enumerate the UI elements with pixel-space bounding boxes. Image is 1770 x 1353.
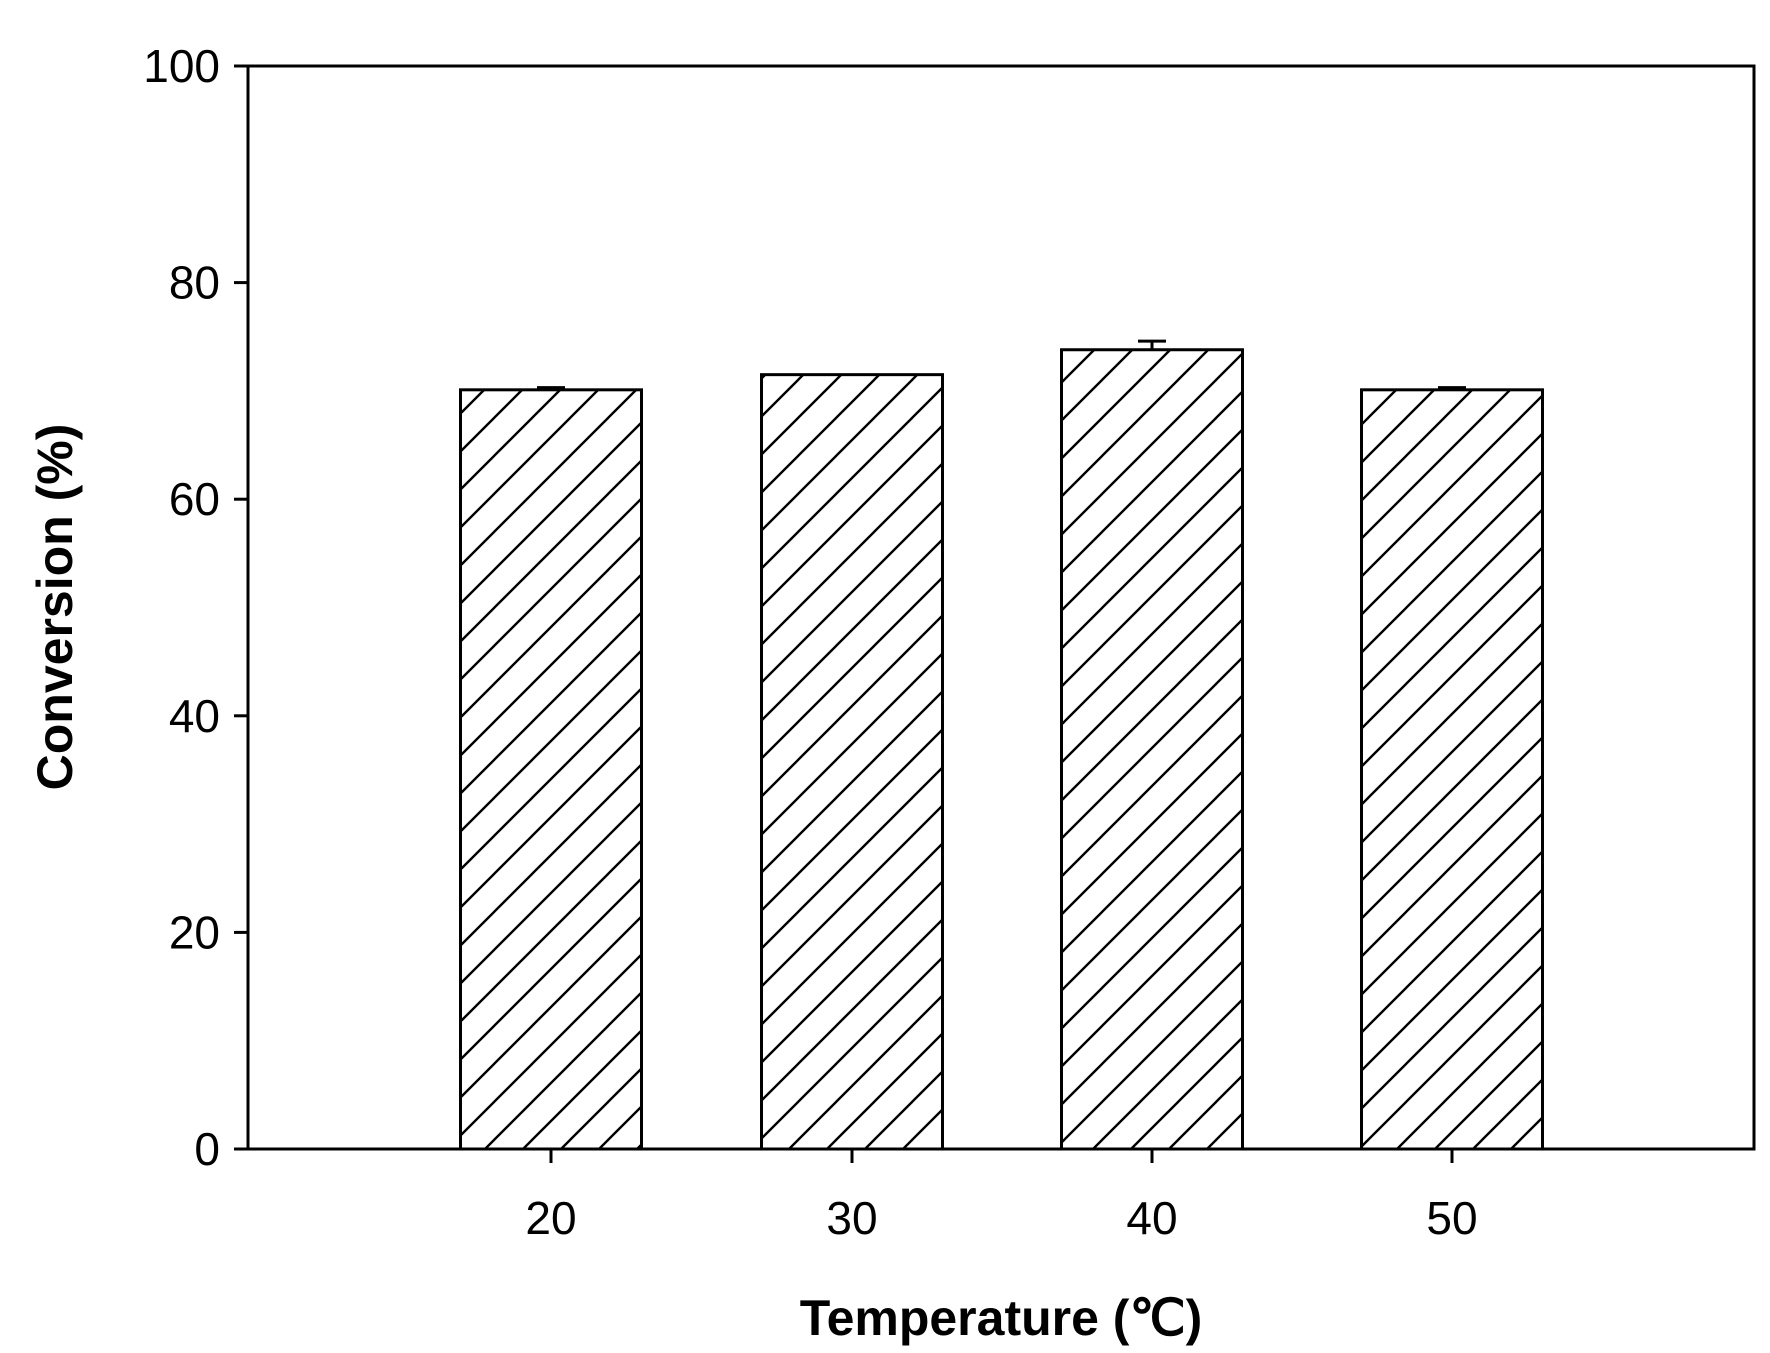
x-tick-label: 50 [1426, 1192, 1477, 1244]
y-tick-label: 80 [169, 257, 220, 309]
x-tick-label: 20 [525, 1192, 576, 1244]
x-axis-title: Temperature (℃) [800, 1290, 1203, 1346]
y-tick-label: 0 [194, 1123, 220, 1175]
bar-30 [760, 373, 944, 1151]
bars [459, 339, 1544, 1151]
y-tick-label: 60 [169, 473, 220, 525]
y-tick-label: 100 [143, 40, 220, 92]
bar-20 [459, 388, 643, 1151]
x-tick-label: 40 [1126, 1192, 1177, 1244]
x-axis: 20 30 40 50 [525, 1149, 1478, 1244]
y-tick-label: 40 [169, 690, 220, 742]
y-axis-title: Conversion (%) [27, 424, 83, 791]
x-tick-label: 30 [826, 1192, 877, 1244]
bar-40 [1060, 348, 1244, 1151]
plot-frame [246, 64, 1756, 1151]
y-axis: 0 20 40 60 80 100 [143, 40, 248, 1175]
bar-50 [1360, 388, 1544, 1151]
y-tick-label: 20 [169, 906, 220, 958]
